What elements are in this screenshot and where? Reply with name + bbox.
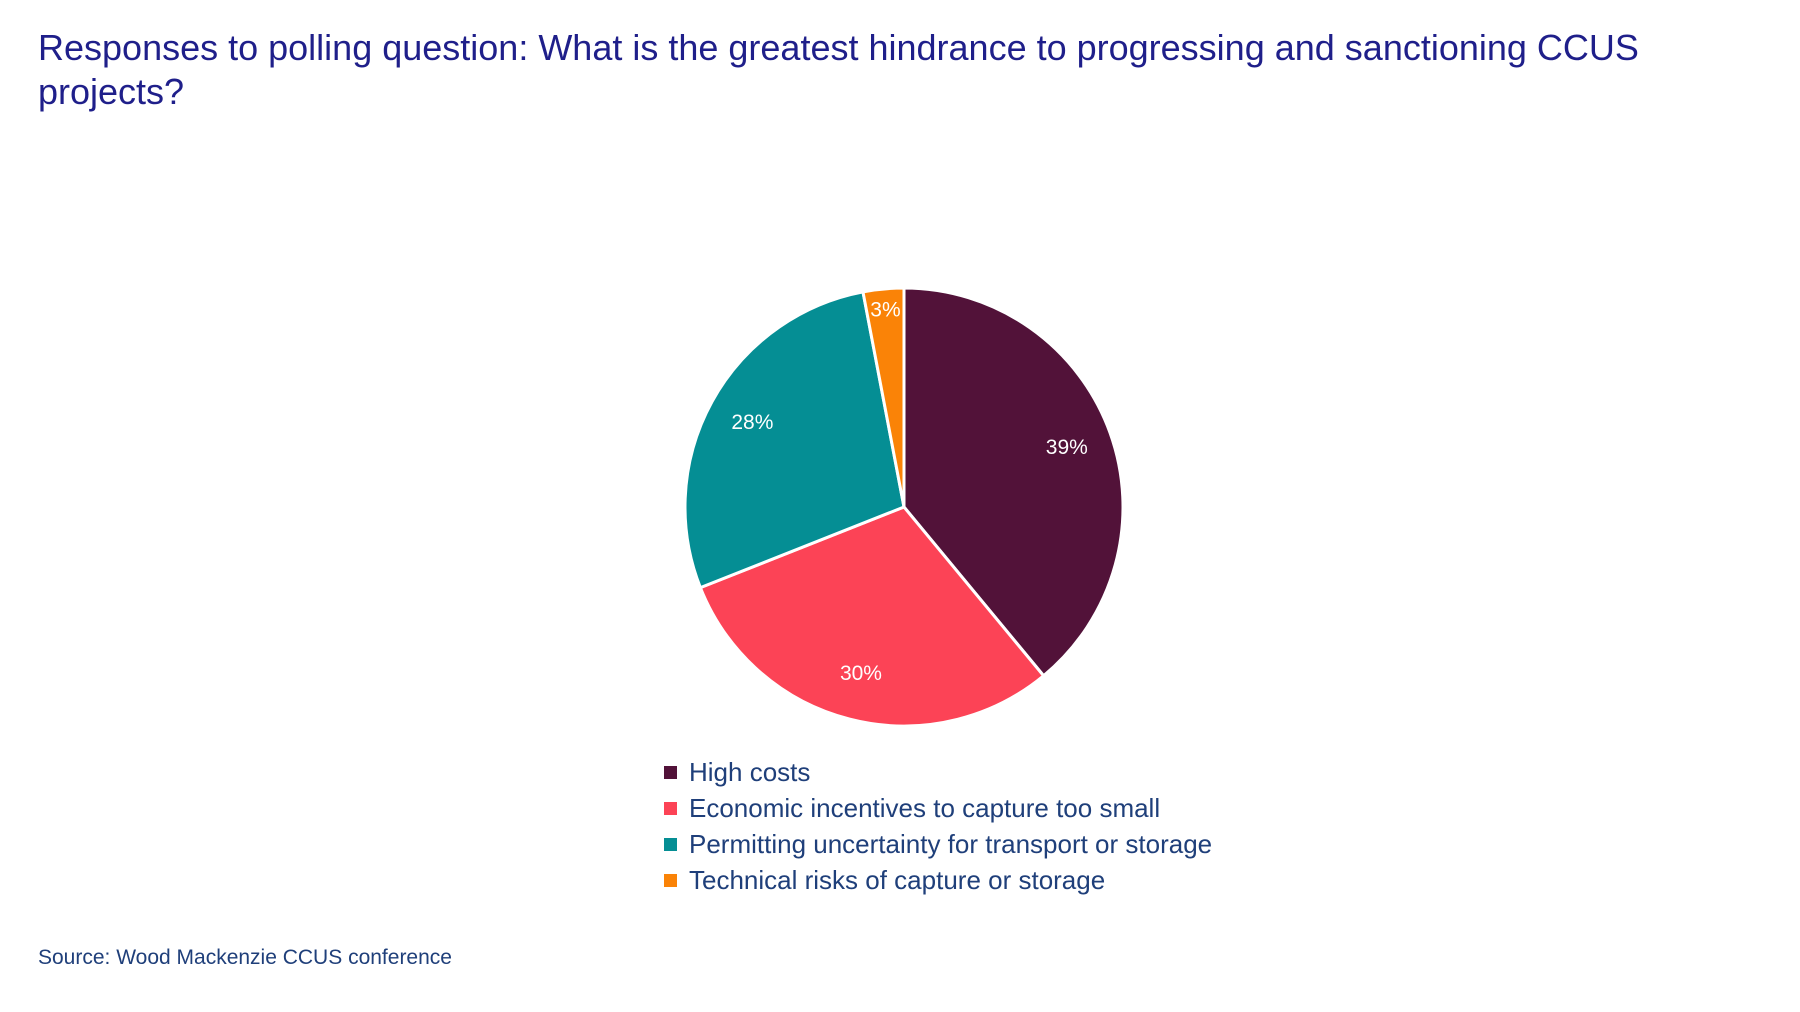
legend-label: Economic incentives to capture too small — [689, 792, 1161, 823]
legend-item-1: High costs — [664, 754, 1212, 790]
chart-title: Responses to polling question: What is t… — [38, 27, 1639, 112]
slice-data-label-3: 28% — [731, 411, 773, 434]
legend: High costs Economic incentives to capture… — [664, 754, 1212, 898]
legend-item-3: Permitting uncertainty for transport or … — [664, 826, 1212, 862]
pie-labels: 39% 30% 28% 3% — [731, 298, 1087, 685]
pie-slice-3 — [683, 290, 906, 590]
slice-data-label-1: 39% — [1046, 436, 1088, 459]
legend-item-2: Economic incentives to capture too small — [664, 790, 1212, 826]
legend-swatch — [664, 837, 677, 851]
slice-data-label-4: 3% — [870, 298, 900, 321]
pie-slice-4 — [861, 286, 906, 509]
pie-slice-2 — [698, 505, 1046, 728]
legend-item-4: Technical risks of capture or storage — [664, 862, 1212, 898]
legend-swatch — [664, 801, 677, 815]
legend-label: Permitting uncertainty for transport or … — [689, 828, 1213, 859]
slice-data-label-2: 30% — [840, 662, 882, 685]
source-note: Source: Wood Mackenzie CCUS conference — [38, 946, 452, 969]
legend-label: Technical risks of capture or storage — [689, 864, 1106, 895]
legend-swatch — [664, 765, 677, 779]
legend-label: High costs — [689, 756, 811, 787]
pie-slices — [683, 286, 1125, 728]
pie-slice-1 — [902, 286, 1125, 678]
legend-swatch — [664, 873, 677, 887]
